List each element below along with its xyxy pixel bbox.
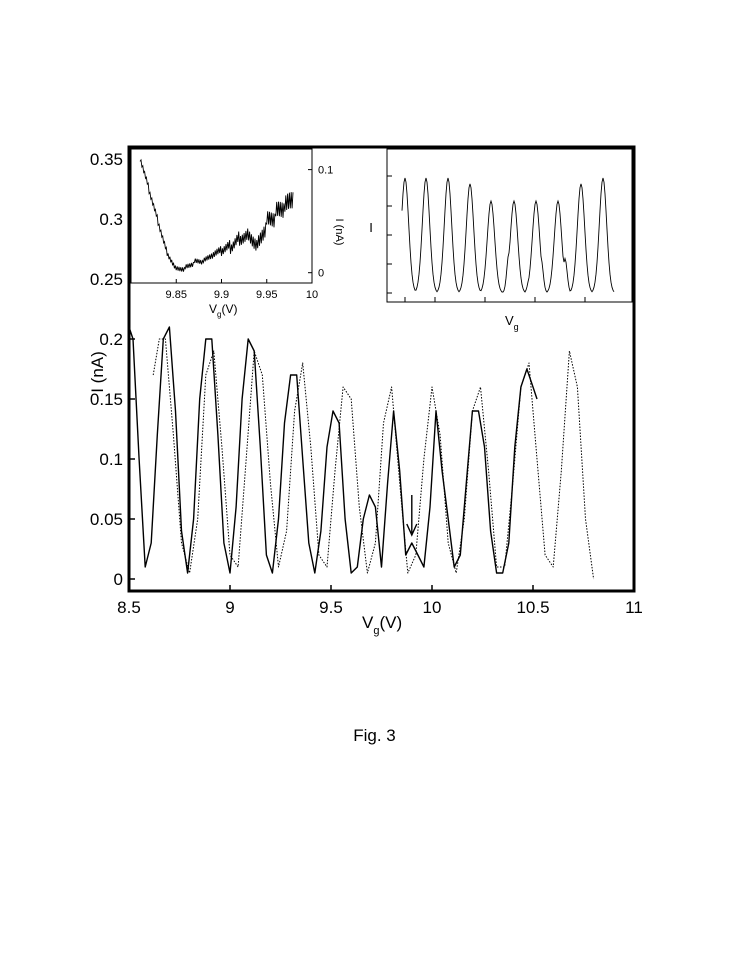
inset-left-x-tick-label: 9.85 [166, 289, 187, 301]
main-y-tick-label: 0.25 [90, 270, 123, 289]
inset-left-y-tick-label: 0.1 [318, 165, 333, 177]
inset-left-series-line [139, 158, 294, 272]
inset-left-ticks: 9.85 9.9 9.95 100 0.1 [166, 165, 334, 301]
annotation-arrow [406, 495, 418, 537]
main-y-tick-label: 0.15 [90, 390, 123, 409]
main-series-group [128, 326, 595, 580]
main-y-tick-label: 0 [114, 570, 123, 589]
main-series-dotted-line [152, 338, 595, 580]
main-x-tick-label: 10.5 [516, 598, 549, 617]
main-x-label-sub: g [373, 625, 379, 637]
main-y-tick-label: 0.1 [99, 450, 123, 469]
inset-left-x-label-unit: (V) [221, 302, 237, 316]
inset-right-x-label-main: V [505, 313, 514, 328]
inset-left-x-label-sub: g [217, 310, 221, 319]
main-plot-frame [127, 145, 636, 593]
main-y-tick-label: 0.3 [99, 210, 123, 229]
main-y-axis-label: I (nA) [88, 351, 107, 393]
svg-text:Vg(V): Vg(V) [362, 613, 402, 637]
main-x-label-unit: (V) [379, 613, 402, 632]
inset-left-x-tick-label: 9.9 [214, 289, 229, 301]
inset-right-series [401, 177, 615, 293]
inset-left-y-tick-label: 0 [318, 268, 324, 280]
main-axis-ticks: 8.5 9 9.5 10 10.5 11 0 0.05 0.1 0.15 0.2 0.25 0.3 0.3… [90, 150, 643, 617]
inset-right-x-label-sub: g [514, 322, 519, 332]
main-x-label-main: V [362, 613, 374, 632]
svg-text:Vg: Vg [505, 313, 519, 332]
main-x-tick-label: 11 [625, 598, 643, 617]
inset-right-frame [386, 148, 633, 303]
main-y-tick-label: 0.2 [99, 330, 123, 349]
figure-caption: Fig. 3 [353, 726, 396, 745]
inset-left-x-tick-label: 10 [306, 289, 318, 301]
main-x-tick-label: 9.5 [319, 598, 343, 617]
inset-left-x-label-main: V [209, 302, 217, 316]
inset-left-series [139, 158, 294, 272]
main-x-tick-label: 9 [225, 598, 234, 617]
main-x-axis-label: Vg(V) [362, 613, 402, 637]
inset-right-y-label: I [369, 220, 373, 235]
main-y-tick-label: 0.05 [90, 510, 123, 529]
inset-right-x-label: Vg [505, 313, 519, 332]
inset-left-frame [130, 148, 313, 284]
inset-right-series-line [401, 177, 615, 293]
inset-left-y-label: I (nA) [333, 219, 345, 246]
main-x-tick-label: 10 [423, 598, 442, 617]
main-series-solid-line [128, 326, 538, 574]
inset-left-x-label: Vg(V) [209, 302, 237, 319]
inset-left-x-tick-label: 9.95 [256, 289, 277, 301]
inset-right-ticks [387, 175, 586, 302]
main-x-tick-label: 8.5 [117, 598, 141, 617]
main-y-tick-label: 0.35 [90, 150, 123, 169]
svg-text:Vg(V): Vg(V) [209, 302, 237, 319]
arrow-head [406, 523, 418, 537]
